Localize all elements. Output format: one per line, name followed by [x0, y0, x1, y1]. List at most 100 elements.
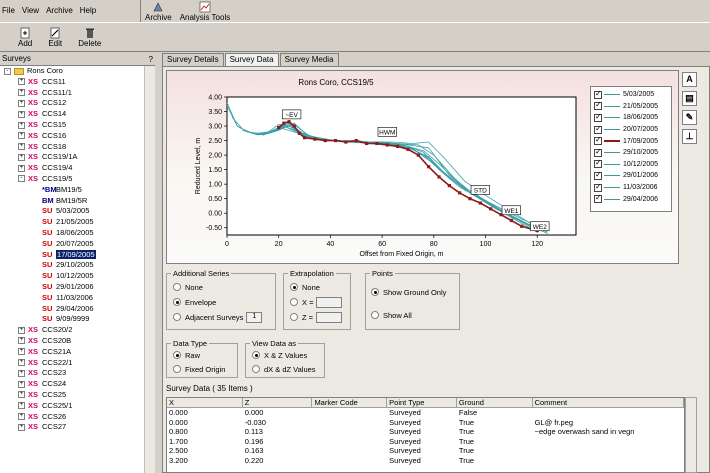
tree-item[interactable]: SU 18/06/2005 [0, 228, 144, 239]
col-header-point-type[interactable]: Point Type [387, 398, 457, 407]
tree-item[interactable]: + XS CCS19/4 [0, 163, 144, 174]
legend-checkbox[interactable] [594, 158, 602, 169]
help-icon[interactable]: ? [148, 55, 153, 64]
tree-item[interactable]: SU 29/10/2005 [0, 260, 144, 271]
tree-scrollbar[interactable] [144, 66, 155, 473]
archive-button[interactable]: Archive [145, 1, 172, 22]
expand-icon[interactable]: + [18, 423, 25, 431]
data-fixed-origin-radio[interactable]: Fixed Origin [173, 363, 237, 375]
tree-item[interactable]: SU 5/03/2005 [0, 206, 144, 217]
tree-item[interactable]: + XS CCS11 [0, 77, 144, 88]
chart-tool-icon[interactable]: ⊥ [682, 129, 697, 144]
tree-item[interactable]: + XS CCS27 [0, 422, 144, 433]
legend-item[interactable]: 10/12/2005 [591, 158, 671, 171]
points-ground-radio[interactable]: Show Ground Only [371, 286, 459, 298]
tree-item[interactable]: - XS CCS19/5 [0, 174, 144, 185]
expand-icon[interactable]: + [18, 326, 25, 334]
surveys-tree[interactable]: - Rons Coro + XS CCS11 + XS CCS11/1 + XS CCS12 + XS C… [0, 66, 144, 473]
expand-icon[interactable]: + [18, 380, 25, 388]
expand-icon[interactable]: + [18, 99, 25, 107]
expand-icon[interactable]: + [18, 132, 25, 140]
tree-item[interactable]: SU 9/09/9999 [0, 314, 144, 325]
tree-item[interactable]: + XS CCS12 [0, 98, 144, 109]
points-all-radio[interactable]: Show All [371, 309, 459, 321]
legend-item[interactable]: 20/07/2005 [591, 124, 671, 136]
expand-icon[interactable]: + [18, 402, 25, 410]
tree-item[interactable]: + XS CCS14 [0, 109, 144, 120]
profile-chart[interactable]: 4.00 3.50 3.00 2.50 2.00 1.50 1.00 0.50 0.00 -0.5… [166, 70, 586, 264]
extrap-x-input[interactable] [316, 296, 343, 308]
table-row[interactable]: 0.000 -0.030 Surveyed True GL@ fr.peg [167, 418, 684, 428]
expand-icon[interactable]: + [18, 143, 25, 151]
legend-checkbox[interactable] [594, 182, 602, 192]
table-row[interactable]: 2.500 0.163 Surveyed True [167, 446, 684, 456]
tab-survey-data[interactable]: Survey Data [224, 53, 279, 67]
survey-data-grid[interactable]: X Z Marker Code Point Type Ground Commen… [166, 397, 685, 473]
tree-item[interactable]: SU 17/09/2005 [0, 249, 144, 261]
col-header-comment[interactable]: Comment [533, 398, 684, 407]
series-envelope-radio[interactable]: Envelope [173, 296, 275, 308]
menu-archive[interactable]: Archive [46, 5, 73, 15]
tree-item[interactable]: + XS CCS18 [0, 142, 144, 153]
legend-item[interactable]: 5/03/2005 [591, 89, 671, 101]
tree-item[interactable]: + XS CCS21A [0, 347, 144, 358]
tree-item[interactable]: + XS CCS25/1 [0, 401, 144, 412]
table-row[interactable]: 0.000 0.000 Surveyed False [167, 408, 684, 418]
menu-help[interactable]: Help [79, 5, 97, 15]
menu-view[interactable]: View [21, 5, 40, 15]
extrap-none-radio[interactable]: None [290, 281, 350, 293]
extrap-x-radio[interactable]: X = [290, 296, 350, 308]
expand-icon[interactable]: + [18, 78, 25, 86]
image-tool-icon[interactable]: ▤ [682, 91, 697, 106]
tree-item[interactable]: SU 29/04/2006 [0, 304, 144, 315]
tree-item[interactable]: SU 29/01/2006 [0, 282, 144, 293]
series-adjacent-radio[interactable]: Adjacent Surveys 1 [173, 311, 275, 323]
tree-item[interactable]: - Rons Coro [0, 66, 144, 77]
col-header-ground[interactable]: Ground [457, 398, 533, 407]
extrap-z-input[interactable] [316, 311, 343, 323]
add-button[interactable]: Add [18, 27, 32, 48]
edit-button[interactable]: Edit [48, 27, 62, 48]
collapse-icon[interactable]: - [4, 67, 11, 75]
expand-icon[interactable]: + [18, 413, 25, 421]
legend-checkbox[interactable] [594, 124, 602, 134]
expand-icon[interactable]: + [18, 153, 25, 161]
legend-checkbox[interactable] [594, 147, 602, 157]
col-header-x[interactable]: X [167, 398, 243, 407]
table-row[interactable]: 3.200 0.220 Surveyed True [167, 456, 684, 466]
edit-tool-icon[interactable]: ✎ [682, 110, 697, 125]
tree-item[interactable]: + XS CCS16 [0, 131, 144, 142]
adjacent-count-input[interactable]: 1 [246, 311, 263, 323]
expand-icon[interactable]: + [18, 348, 25, 356]
analysis-tools-button[interactable]: Analysis Tools [180, 1, 230, 22]
expand-icon[interactable]: + [18, 164, 25, 172]
legend-item[interactable]: 21/05/2005 [591, 100, 671, 113]
legend-checkbox[interactable] [594, 100, 602, 111]
expand-icon[interactable]: + [18, 369, 25, 377]
legend-item[interactable]: 18/06/2005 [591, 112, 671, 124]
legend-item[interactable]: 17/09/2005 [591, 135, 671, 147]
legend-checkbox[interactable] [594, 170, 602, 180]
extrap-z-radio[interactable]: Z = [290, 311, 350, 323]
tree-item[interactable]: SU 20/07/2005 [0, 239, 144, 250]
series-none-radio[interactable]: None [173, 281, 275, 293]
tree-item[interactable]: + XS CCS26 [0, 412, 144, 423]
tree-item[interactable]: + XS CCS11/1 [0, 88, 144, 99]
tree-item[interactable]: + XS CCS24 [0, 379, 144, 390]
tree-item[interactable]: *BMBM19/5 [0, 185, 144, 196]
expand-icon[interactable]: + [18, 110, 25, 118]
grid-scrollbar[interactable] [685, 397, 697, 473]
legend-item[interactable]: 29/10/2005 [591, 147, 671, 159]
col-header-marker-code[interactable]: Marker Code [312, 398, 388, 407]
delete-button[interactable]: Delete [78, 27, 101, 48]
text-tool-icon[interactable]: A [682, 72, 697, 87]
tree-item[interactable]: SU 21/05/2005 [0, 217, 144, 228]
tree-item[interactable]: BM BM19/5R [0, 196, 144, 207]
tree-item[interactable]: + XS CCS23 [0, 368, 144, 379]
legend-item[interactable]: 11/03/2006 [591, 182, 671, 194]
tab-survey-media[interactable]: Survey Media [279, 53, 339, 66]
expand-icon[interactable]: + [18, 121, 25, 129]
tree-item[interactable]: + XS CCS25 [0, 390, 144, 401]
tree-item[interactable]: + XS CCS15 [0, 120, 144, 131]
tree-item[interactable]: + XS CCS20B [0, 336, 144, 347]
